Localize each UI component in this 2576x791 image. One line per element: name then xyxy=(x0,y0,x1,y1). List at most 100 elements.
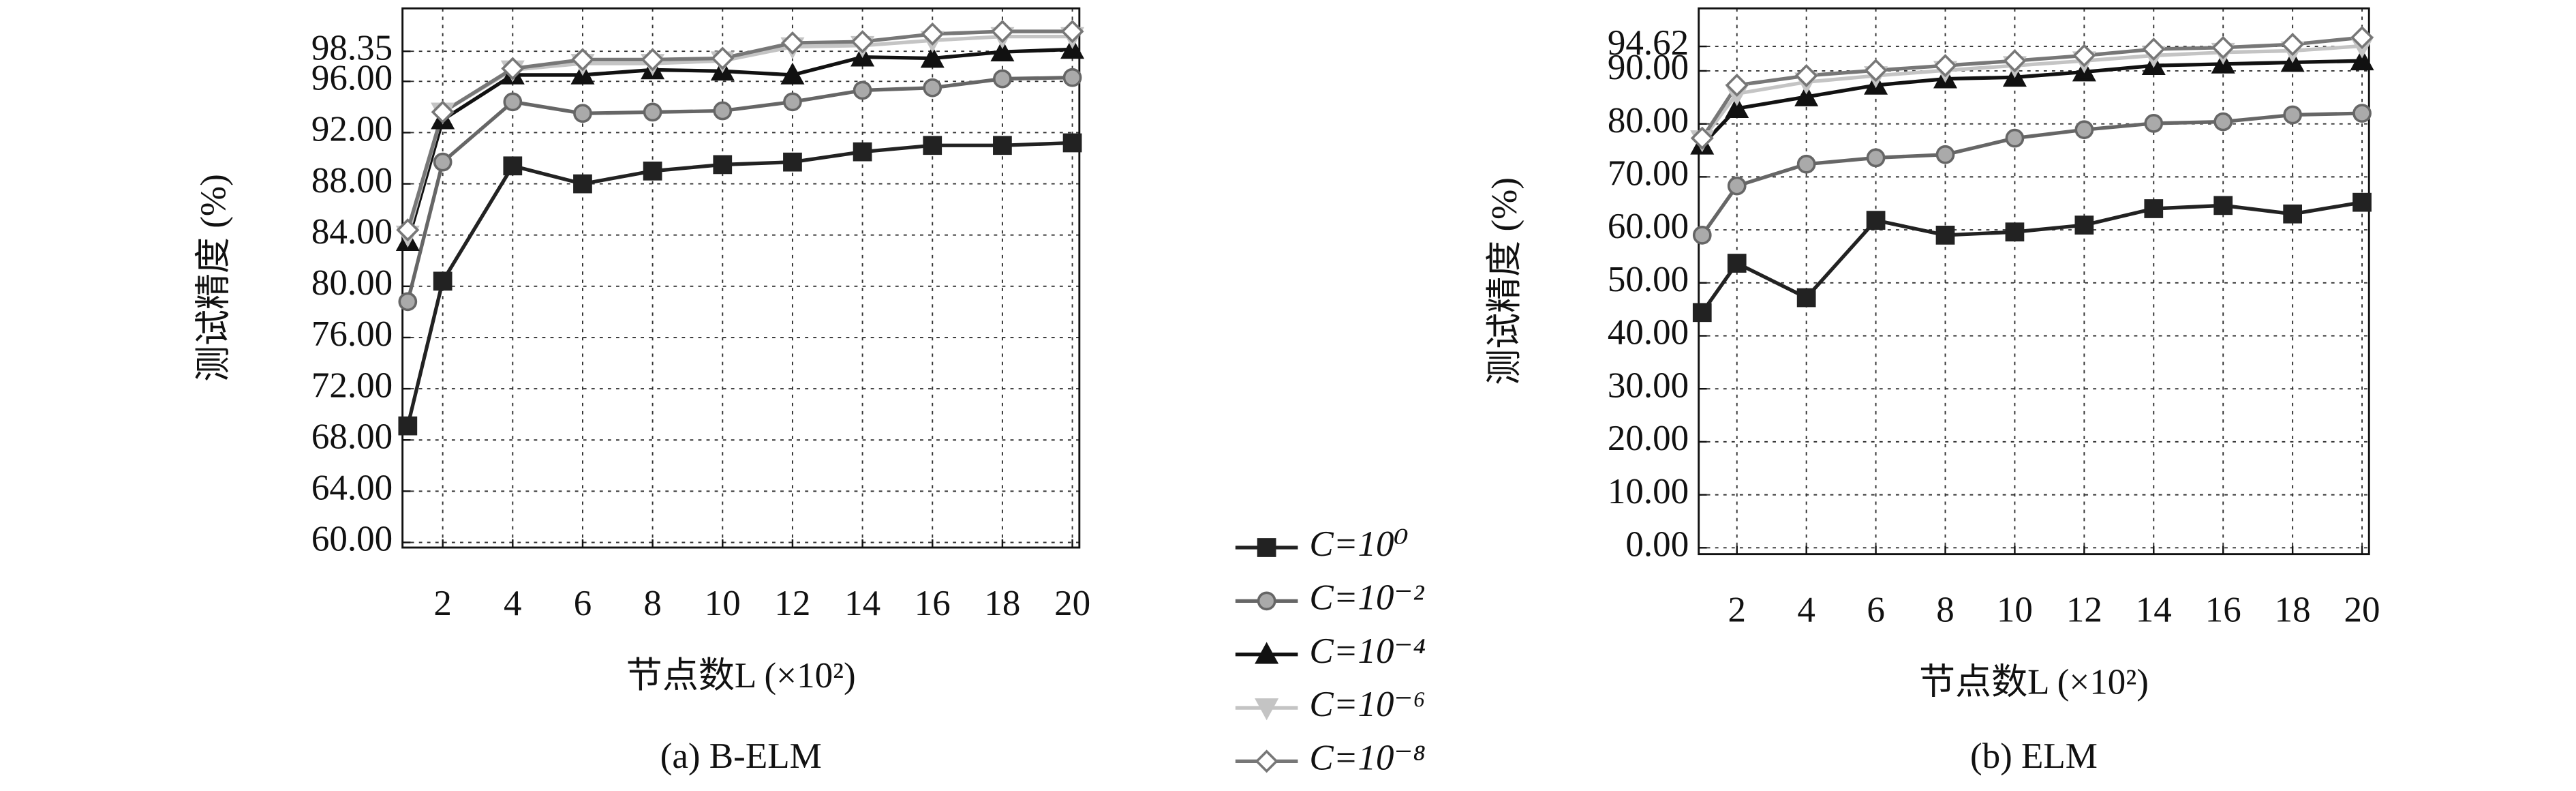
y-tick-label: 94.62 xyxy=(1608,23,1689,63)
marker xyxy=(1933,54,1957,78)
marker xyxy=(711,46,735,70)
marker xyxy=(1866,211,1886,230)
marker xyxy=(573,174,592,194)
marker xyxy=(783,92,802,112)
marker xyxy=(2350,25,2374,50)
marker xyxy=(853,142,872,162)
marker xyxy=(990,20,1014,44)
x-tick-label: 12 xyxy=(2066,591,2102,630)
y-tick-label: 20.00 xyxy=(1608,419,1689,458)
marker xyxy=(1794,63,1818,87)
marker xyxy=(2142,38,2166,61)
y-tick-label: 40.00 xyxy=(1608,313,1689,353)
marker xyxy=(923,136,942,155)
x-tick-label: 16 xyxy=(2205,591,2241,630)
y-tick-label: 90.00 xyxy=(1608,48,1689,87)
marker xyxy=(2144,114,2164,133)
x-tick-label: 14 xyxy=(2136,591,2172,630)
marker xyxy=(1062,68,1082,87)
marker xyxy=(1690,126,1714,150)
y-tick-label: 60.00 xyxy=(311,520,393,559)
x-tick-label: 18 xyxy=(2275,591,2311,630)
x-tick-label: 2 xyxy=(433,584,452,623)
marker xyxy=(2074,215,2094,235)
series-line xyxy=(405,140,1073,427)
marker xyxy=(570,48,594,72)
marker xyxy=(2074,120,2094,140)
x-tick-label: 4 xyxy=(1797,591,1815,630)
x-tick-label: 10 xyxy=(1997,591,2033,630)
marker xyxy=(850,30,874,54)
legend-label: C=10⁻⁴ xyxy=(1309,631,1426,671)
marker xyxy=(2144,199,2164,218)
marker xyxy=(503,156,523,176)
marker xyxy=(1725,73,1749,97)
marker xyxy=(1727,176,1747,196)
marker xyxy=(1866,148,1886,168)
marker xyxy=(2213,196,2233,215)
y-tick-label: 30.00 xyxy=(1608,365,1689,405)
x-axis-label: 节点数L (×10²) xyxy=(626,656,856,696)
marker xyxy=(780,62,805,85)
marker xyxy=(573,104,592,123)
plot-frame xyxy=(1698,7,2370,556)
marker xyxy=(643,102,662,122)
x-tick-label: 16 xyxy=(915,584,951,623)
y-tick-label: 98.35 xyxy=(311,28,393,68)
marker xyxy=(921,22,945,46)
legend-label: C=10⁰ xyxy=(1309,524,1408,564)
marker xyxy=(398,292,418,312)
marker xyxy=(713,155,733,175)
y-tick-label: 50.00 xyxy=(1608,260,1689,299)
marker xyxy=(1062,133,1082,153)
x-tick-label: 20 xyxy=(2344,591,2380,630)
marker xyxy=(1935,145,1955,164)
x-tick-label: 14 xyxy=(844,584,880,623)
legend-marker xyxy=(1257,591,1276,611)
y-tick-label: 76.00 xyxy=(311,314,393,354)
marker xyxy=(1725,95,1749,119)
marker xyxy=(1794,84,1819,106)
marker xyxy=(2213,112,2233,132)
marker xyxy=(1727,254,1747,273)
marker xyxy=(2003,49,2027,73)
y-tick-label: 88.00 xyxy=(311,161,393,200)
caption: (a) B-ELM xyxy=(660,736,822,776)
marker xyxy=(398,416,418,436)
y-tick-label: 92.00 xyxy=(311,110,393,149)
legend-label: C=10⁻⁶ xyxy=(1309,685,1426,724)
y-tick-label: 70.00 xyxy=(1608,154,1689,194)
legend-label: C=10⁻² xyxy=(1309,578,1424,618)
marker xyxy=(2350,48,2374,71)
marker xyxy=(713,101,733,121)
legend-marker xyxy=(1255,698,1279,721)
marker xyxy=(2352,192,2372,212)
marker xyxy=(433,271,453,291)
marker xyxy=(920,46,945,68)
marker xyxy=(1796,288,1816,308)
x-tick-label: 8 xyxy=(643,584,662,623)
marker xyxy=(643,161,662,181)
caption: (b) ELM xyxy=(1970,736,2098,776)
legend-label: C=10⁻⁸ xyxy=(1309,738,1426,778)
marker xyxy=(1692,225,1712,245)
y-tick-label: 84.00 xyxy=(311,212,393,252)
marker xyxy=(780,31,804,55)
x-tick-label: 8 xyxy=(1936,591,1954,630)
y-tick-label: 72.00 xyxy=(311,365,393,405)
marker xyxy=(396,218,420,242)
marker xyxy=(431,100,455,124)
y-tick-label: 68.00 xyxy=(311,417,393,456)
x-tick-label: 6 xyxy=(1867,591,1885,630)
y-tick-label: 60.00 xyxy=(1608,207,1689,246)
marker xyxy=(993,69,1012,89)
x-tick-label: 6 xyxy=(574,584,592,623)
x-tick-label: 4 xyxy=(504,584,522,623)
y-axis-label: 测试精度 (%) xyxy=(194,174,233,382)
y-tick-label: 80.00 xyxy=(311,263,393,303)
legend-marker xyxy=(1257,538,1276,557)
marker xyxy=(433,152,453,172)
series-line xyxy=(1700,111,2363,237)
marker xyxy=(2352,104,2372,123)
